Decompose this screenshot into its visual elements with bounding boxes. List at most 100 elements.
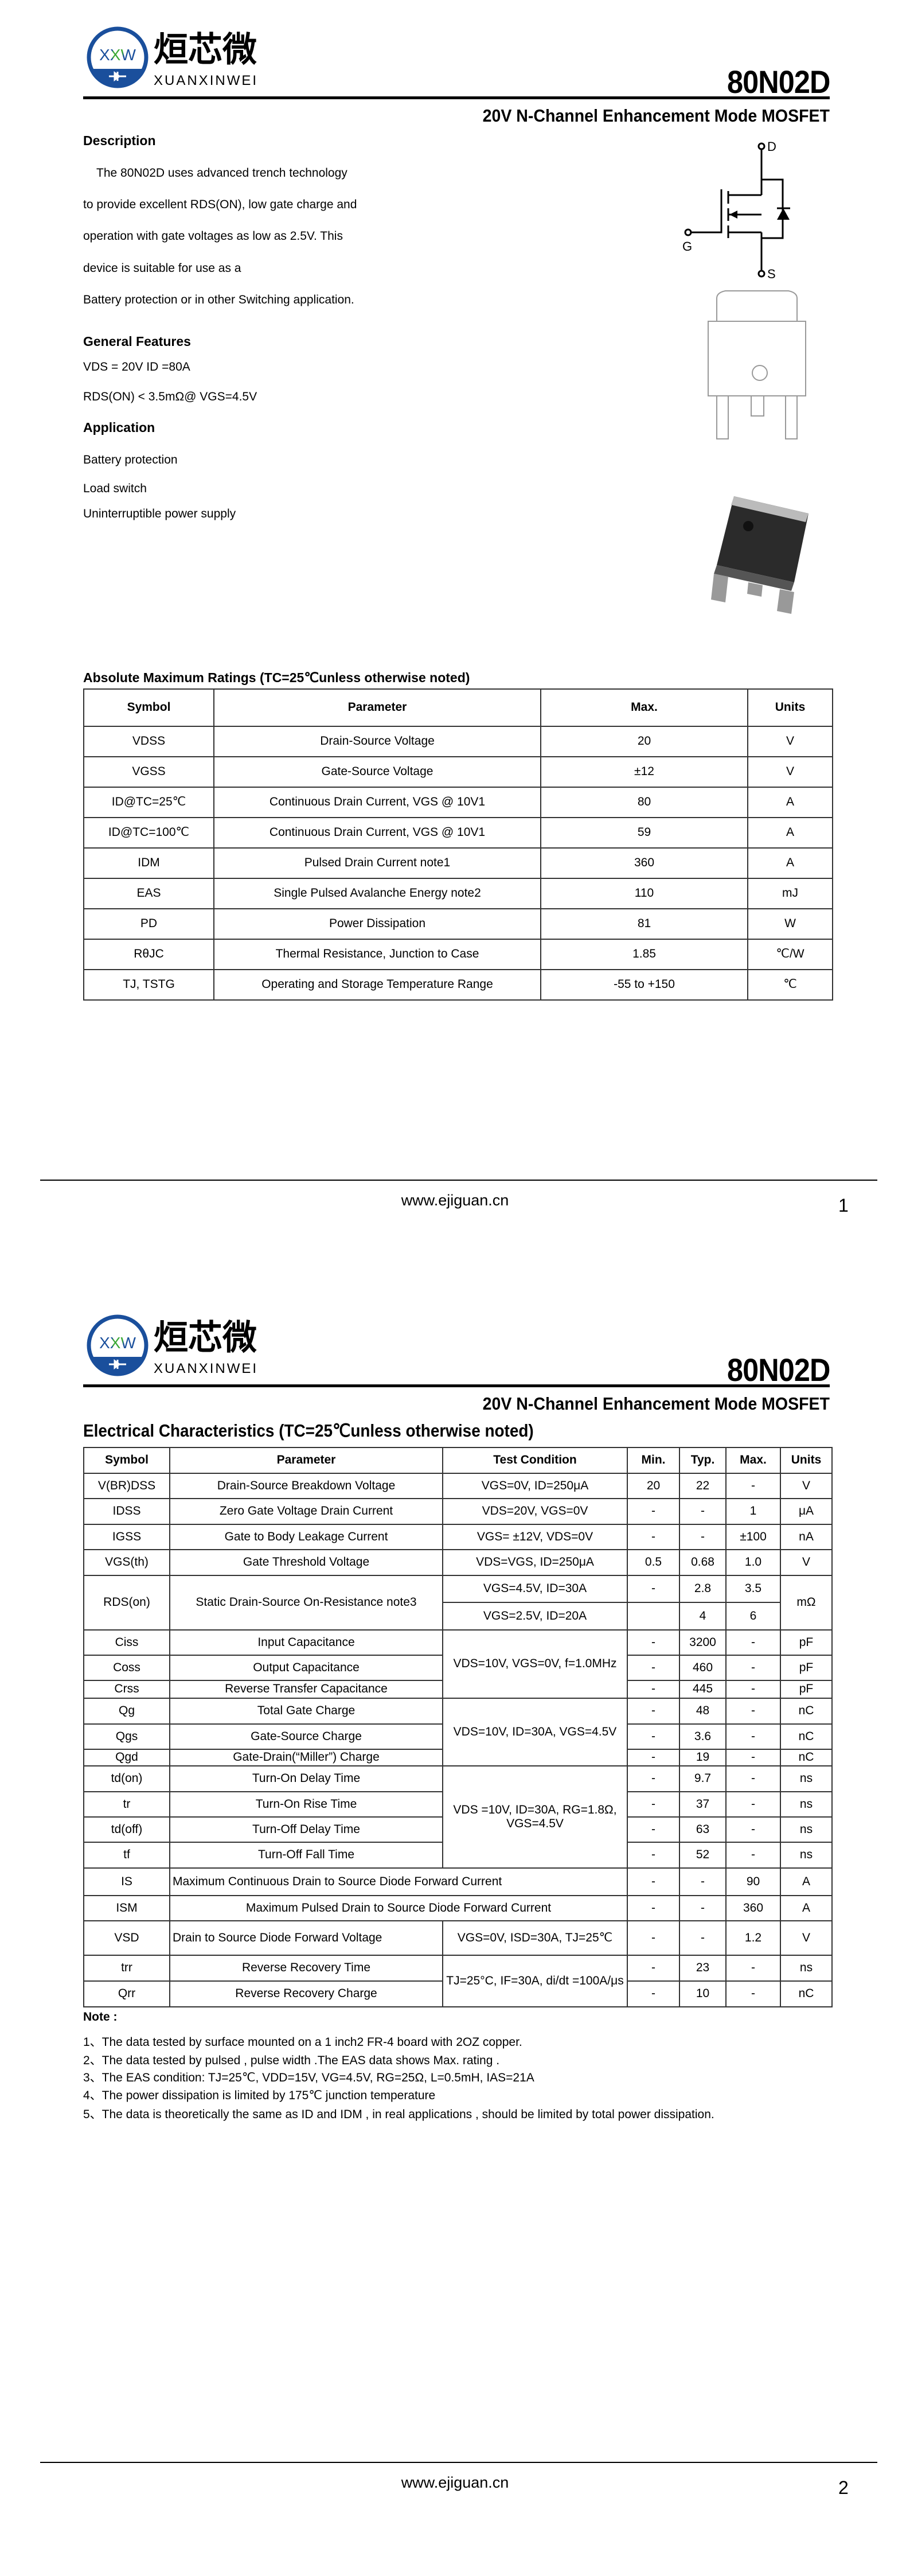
table-cell: - (725, 1698, 781, 1725)
cell-units: ℃ (747, 969, 833, 1001)
brand-logo: XXW 烜芯微 XUANXINWEI (87, 1314, 257, 1376)
feature-line: VDS = 20V ID =80A (83, 360, 190, 373)
table-cell: - (627, 1575, 680, 1603)
table-cell: Reverse Recovery Charge (169, 1980, 443, 2007)
cell-symbol: ID@TC=25℃ (83, 787, 214, 818)
footer-url[interactable]: www.ejiguan.cn (401, 2474, 509, 2491)
note-item: 5、The data is theoretically the same as … (83, 2108, 714, 2121)
table-cell: 1.2 (725, 1920, 781, 1956)
table-cell: VGS= ±12V, VDS=0V (442, 1524, 628, 1550)
table-cell: - (627, 1955, 680, 1982)
table-cell: V (780, 1549, 833, 1576)
cell-symbol: PD (83, 908, 214, 940)
cell-symbol: RθJC (83, 939, 214, 970)
subtitle: 20V N-Channel Enhancement Mode MOSFET (482, 1394, 830, 1414)
header-rule (83, 1384, 830, 1387)
table-cell: Maximum Pulsed Drain to Source Diode For… (169, 1895, 628, 1921)
subtitle: 20V N-Channel Enhancement Mode MOSFET (482, 106, 830, 126)
table-cell: - (725, 1980, 781, 2007)
elec-title: Electrical Characteristics (TC=25℃unless… (83, 1421, 534, 1441)
table-row: td(off) Turn-Off Delay Time -63- ns (83, 1816, 833, 1843)
table-cell: 19 (679, 1749, 727, 1766)
cell-parameter: Pulsed Drain Current note1 (213, 847, 541, 879)
table-cell: - (725, 1680, 781, 1699)
table-cell: Output Capacitance (169, 1655, 443, 1681)
test-condition-cell: VDS=10V, ID=30A, VGS=4.5V (442, 1698, 628, 1766)
table-cell: μA (780, 1498, 833, 1525)
cell-parameter: Power Dissipation (213, 908, 541, 940)
table-cell: 3200 (679, 1629, 727, 1656)
table-cell: 1.0 (725, 1549, 781, 1576)
table-cell: A (780, 1867, 833, 1896)
table-cell: 445 (679, 1680, 727, 1699)
table-cell: Turn-Off Delay Time (169, 1816, 443, 1843)
note-item: 2、The data tested by pulsed , pulse widt… (83, 2054, 500, 2067)
header-parameter: Parameter (213, 688, 541, 727)
header-cell: Parameter (169, 1447, 443, 1474)
table-cell: Static Drain-Source On-Resistance note3 (169, 1575, 443, 1631)
table-row: Ciss Input Capacitance VDS=10V, VGS=0V, f=… (83, 1629, 833, 1699)
table-cell: 360 (725, 1895, 781, 1921)
table-row: VGS=2.5V, ID=20A 4 6 (84, 1602, 832, 1631)
application-item: Battery protection (83, 453, 178, 466)
table-cell: Turn-On Delay Time (169, 1765, 443, 1792)
cell-units: V (747, 756, 833, 788)
cell-max: 110 (540, 878, 748, 909)
page-number: 2 (838, 2477, 849, 2498)
table-cell: Gate Threshold Voltage (169, 1549, 443, 1576)
table-cell: Gate-Source Charge (169, 1723, 443, 1750)
table-cell: Qg (83, 1698, 170, 1725)
package-photo-image (711, 496, 809, 614)
table-cell: A (780, 1895, 833, 1921)
table-cell: pF (780, 1655, 833, 1681)
electrical-table: Symbol Parameter Test Condition Min. Typ. Max… (83, 1447, 833, 2007)
cell-parameter: Thermal Resistance, Junction to Case (213, 939, 541, 970)
test-condition-cell: TJ=25°C, IF=30A, di/dt =100A/μs (442, 1955, 628, 2007)
table-cell: VGS=4.5V, ID=30A (442, 1575, 628, 1603)
cell-max: 59 (540, 817, 748, 849)
header-rule (83, 96, 830, 99)
footer-url[interactable]: www.ejiguan.cn (401, 1192, 509, 1209)
cell-max: 81 (540, 908, 748, 940)
table-row: ID@TC=25℃ Continuous Drain Current, VGS @… (83, 787, 833, 818)
table-row: ISM Maximum Pulsed Drain to Source Diode … (83, 1895, 833, 1921)
table-cell: VDS=20V, VGS=0V (442, 1498, 628, 1525)
table-cell: - (725, 1749, 781, 1766)
table-cell: VGS=2.5V, ID=20A (442, 1602, 628, 1631)
table-cell: - (725, 1629, 781, 1656)
table-cell: nC (780, 1698, 833, 1725)
table-cell: Input Capacitance (169, 1629, 443, 1656)
table-cell: Maximum Continuous Drain to Source Diode… (169, 1867, 628, 1896)
header-cell: Units (780, 1447, 833, 1474)
gate-label: G (682, 239, 692, 254)
table-cell: ±100 (725, 1524, 781, 1550)
table-cell: - (627, 1791, 680, 1818)
feature-line: RDS(ON) < 3.5mΩ@ VGS=4.5V (83, 390, 257, 403)
table-row: VDSS Drain-Source Voltage 20 V (83, 726, 833, 757)
description-line: Battery protection or in other Switching… (83, 293, 354, 306)
notes-heading: Note : (83, 2010, 118, 2024)
footer-rule (40, 1180, 877, 1181)
cell-parameter: Drain-Source Voltage (213, 726, 541, 757)
page-1: XXW 烜芯微 XUANXINWEI 80N02D 20V N-Channel … (40, 26, 877, 1216)
table-cell: Turn-Off Fall Time (169, 1842, 443, 1869)
table-cell: - (725, 1765, 781, 1792)
cell-parameter: Continuous Drain Current, VGS @ 10V1 (213, 817, 541, 849)
cell-symbol: ID@TC=100℃ (83, 817, 214, 849)
table-cell: 6 (725, 1602, 781, 1631)
table-row: ID@TC=100℃ Continuous Drain Current, VGS … (83, 817, 833, 849)
description-line: to provide excellent RDS(ON), low gate c… (83, 198, 357, 211)
table-row: IS Maximum Continuous Drain to Source Dio… (83, 1867, 833, 1896)
table-cell: V (780, 1473, 833, 1499)
header-max: Max. (540, 688, 748, 727)
table-cell: ns (780, 1842, 833, 1869)
table-row: Symbol Parameter Test Condition Min. Typ. Max… (83, 1447, 833, 1474)
table-cell: mΩ (780, 1575, 833, 1631)
table-cell: nC (780, 1749, 833, 1766)
table-cell: td(on) (83, 1765, 170, 1792)
table-cell: 90 (725, 1867, 781, 1896)
table-cell: IGSS (83, 1524, 170, 1550)
table-cell: tr (83, 1791, 170, 1818)
application-item: Uninterruptible power supply (83, 507, 236, 520)
source-label: S (767, 267, 776, 281)
